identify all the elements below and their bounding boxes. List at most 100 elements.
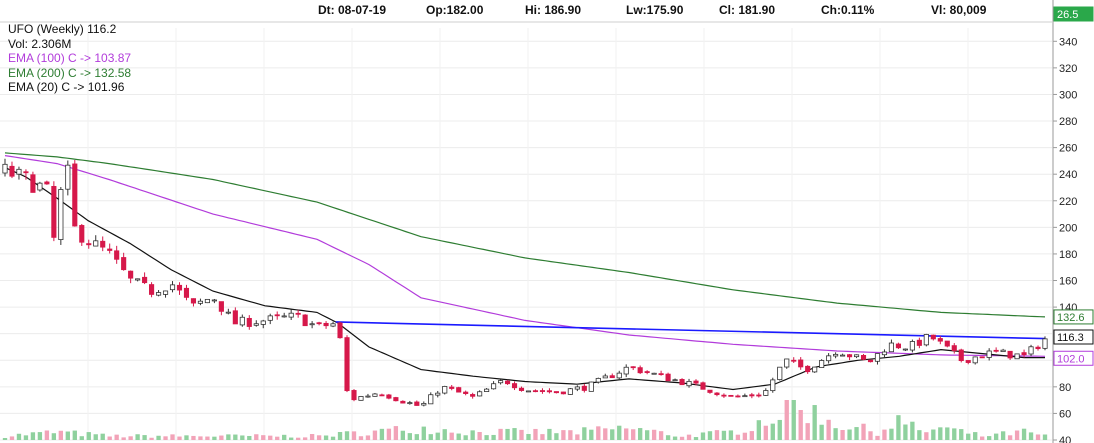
candle-body-38 [267, 315, 273, 321]
volume-bar-141 [986, 436, 992, 440]
candle-body-102 [714, 392, 720, 396]
candle-body-57 [400, 400, 406, 404]
legend-ema-200: EMA (200) C -> 132.58 [8, 65, 132, 80]
candle-body-91 [637, 367, 643, 374]
volume-bar-146 [1021, 428, 1027, 440]
volume-bar-56 [393, 426, 399, 440]
candle-body-133 [930, 334, 936, 340]
volume-bar-61 [428, 434, 433, 440]
candle-body-93 [651, 372, 657, 375]
candle-body-55 [386, 394, 392, 399]
volume-bar-39 [275, 436, 280, 440]
candle-body-77 [539, 390, 546, 392]
volume-bar-100 [700, 432, 706, 440]
candle-body-129 [902, 348, 908, 351]
y-tick-label-60: 60 [1059, 408, 1071, 420]
candle-body-92 [644, 371, 650, 373]
volume-bar-9 [65, 431, 70, 440]
candle-body-33 [232, 310, 238, 325]
y-tick-label-220: 220 [1059, 196, 1077, 208]
volume-bar-98 [686, 434, 692, 440]
volume-bar-144 [1007, 435, 1013, 440]
candle-body-12 [86, 243, 92, 246]
candle-body-68 [477, 391, 483, 397]
candle-body-100 [700, 382, 706, 390]
legend-ema-100: EMA (100) C -> 103.87 [8, 51, 132, 65]
price-tag-bg-2 [1053, 329, 1094, 345]
candle-body-62 [435, 392, 441, 396]
volume-bar-114 [798, 409, 803, 440]
volume-bar-35 [247, 435, 252, 440]
volume-bar-73 [512, 428, 517, 440]
volume-bar-32 [226, 434, 231, 440]
candle-body-119 [833, 353, 839, 357]
candle-body-0 [2, 163, 8, 174]
volume-bar-149 [1042, 434, 1048, 440]
volume-bar-1 [9, 436, 15, 440]
volume-bar-28 [198, 436, 203, 440]
y-tick-label-200: 200 [1059, 222, 1077, 234]
volume-bar-77 [540, 434, 545, 440]
volume-bar-129 [903, 424, 908, 440]
volume-bar-147 [1028, 432, 1034, 440]
candle-body-19 [135, 278, 141, 281]
volume-bar-89 [624, 428, 629, 440]
candle-body-10 [72, 163, 78, 227]
candle-body-87 [609, 375, 615, 379]
volume-bar-3 [23, 435, 29, 440]
indicator-legend: UFO (Weekly) 116.2 Vol: 2.306M EMA (100)… [8, 22, 131, 95]
volume-bar-30 [212, 436, 217, 440]
candle-body-84 [588, 381, 594, 392]
candle-body-47 [330, 323, 336, 327]
candle-body-43 [302, 314, 308, 327]
volume-bar-105 [735, 434, 741, 440]
candle-body-50 [351, 390, 357, 401]
candle-body-97 [679, 379, 685, 386]
candle-body-145 [1014, 353, 1020, 360]
volume-bar-43 [302, 437, 308, 440]
volume-bar-135 [945, 427, 950, 440]
candle-body-121 [847, 354, 853, 358]
candle-body-53 [372, 393, 378, 397]
candle-body-134 [937, 338, 943, 342]
volume-bar-134 [938, 427, 943, 440]
candle-body-24 [169, 284, 176, 291]
candle-body-113 [791, 359, 797, 362]
candle-body-20 [142, 276, 148, 284]
volume-bar-8 [58, 430, 64, 440]
volume-bar-17 [121, 437, 126, 440]
y-tick-label-340: 340 [1059, 36, 1077, 48]
candle-body-114 [798, 359, 804, 368]
candle-body-18 [128, 270, 134, 279]
volume-bar-41 [289, 437, 294, 440]
volume-bar-136 [952, 428, 957, 440]
volume-bar-49 [344, 431, 350, 440]
candle-body-34 [239, 316, 245, 326]
volume-bar-47 [330, 436, 336, 440]
volume-bar-84 [589, 429, 594, 440]
candle-body-58 [407, 402, 413, 405]
volume-bar-16 [114, 434, 119, 440]
candle-body-14 [100, 240, 106, 248]
candle-body-37 [260, 320, 266, 325]
candle-body-81 [567, 388, 573, 395]
volume-bar-125 [875, 435, 880, 440]
volume-bar-122 [854, 427, 859, 440]
volume-bar-81 [568, 430, 573, 440]
volume-bar-133 [931, 429, 936, 440]
volume-bar-22 [156, 435, 161, 440]
candle-body-49 [344, 337, 350, 392]
candle-body-25 [176, 284, 183, 291]
candle-body-148 [1035, 346, 1041, 350]
volume-bar-83 [582, 427, 587, 440]
candle-body-107 [749, 394, 755, 397]
volume-bar-110 [770, 423, 775, 440]
candle-body-42 [295, 312, 301, 315]
volume-bar-46 [323, 435, 329, 440]
volume-bar-36 [254, 434, 259, 440]
volume-bar-92 [644, 430, 650, 440]
volume-bar-59 [414, 434, 419, 440]
candle-body-65 [456, 387, 462, 393]
candle-body-9 [65, 164, 71, 190]
